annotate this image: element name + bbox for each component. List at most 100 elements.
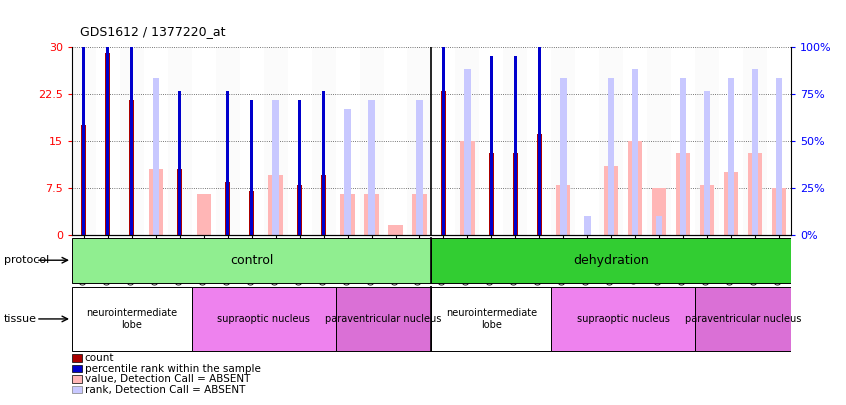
Bar <box>192 287 336 351</box>
Text: GDS1612 / 1377220_at: GDS1612 / 1377220_at <box>80 26 226 38</box>
Bar <box>604 166 618 235</box>
Bar <box>652 188 667 235</box>
Bar <box>455 47 480 235</box>
Bar <box>700 185 714 235</box>
Bar <box>416 100 423 235</box>
Bar <box>239 47 264 235</box>
Bar <box>226 91 229 235</box>
Bar <box>225 181 230 235</box>
Bar <box>297 185 302 235</box>
Bar <box>129 100 135 235</box>
Bar <box>72 238 431 283</box>
Bar <box>431 47 455 235</box>
Bar <box>490 56 493 235</box>
Bar <box>365 194 379 235</box>
Text: supraoptic nucleus: supraoptic nucleus <box>217 314 310 324</box>
Bar <box>192 47 216 235</box>
Bar <box>72 287 192 351</box>
Bar <box>179 91 181 235</box>
Bar <box>388 226 403 235</box>
Bar <box>599 47 624 235</box>
Bar <box>772 188 786 235</box>
Bar <box>680 78 686 235</box>
Bar <box>340 194 354 235</box>
Bar <box>72 47 96 235</box>
Text: neurointermediate
lobe: neurointermediate lobe <box>86 308 178 330</box>
Bar <box>480 47 503 235</box>
Bar <box>728 78 734 235</box>
Bar <box>149 169 163 235</box>
Bar <box>537 134 541 235</box>
Bar <box>575 47 599 235</box>
Bar <box>464 68 470 235</box>
Bar <box>552 287 695 351</box>
Bar <box>767 47 791 235</box>
Bar <box>81 125 86 235</box>
Bar <box>106 53 110 235</box>
Bar <box>107 0 109 235</box>
Bar <box>527 47 552 235</box>
Text: supraoptic nucleus: supraoptic nucleus <box>577 314 670 324</box>
Bar <box>268 175 283 235</box>
Bar <box>298 100 301 235</box>
Bar <box>442 0 445 235</box>
Bar <box>250 100 253 235</box>
Text: rank, Detection Call = ABSENT: rank, Detection Call = ABSENT <box>85 385 245 394</box>
Text: tissue: tissue <box>4 314 37 324</box>
Text: paraventricular nucleus: paraventricular nucleus <box>326 314 442 324</box>
Bar <box>368 100 375 235</box>
Bar <box>288 47 311 235</box>
Bar <box>336 47 360 235</box>
Bar <box>120 47 144 235</box>
Bar <box>538 37 541 235</box>
Bar <box>624 47 647 235</box>
Bar <box>144 47 168 235</box>
Bar <box>408 47 431 235</box>
Bar <box>272 100 279 235</box>
Bar <box>196 194 211 235</box>
Text: percentile rank within the sample: percentile rank within the sample <box>85 364 261 373</box>
Bar <box>321 175 326 235</box>
Bar <box>344 109 351 235</box>
Bar <box>311 47 336 235</box>
Bar <box>724 172 739 235</box>
Bar <box>82 47 85 235</box>
Bar <box>671 47 695 235</box>
Bar <box>556 185 570 235</box>
Bar <box>360 47 383 235</box>
Bar <box>647 47 671 235</box>
Bar <box>412 194 426 235</box>
Bar <box>560 78 567 235</box>
Bar <box>748 153 762 235</box>
Bar <box>656 216 662 235</box>
Bar <box>584 216 591 235</box>
Bar <box>441 91 446 235</box>
Bar <box>743 47 767 235</box>
Bar <box>130 15 134 235</box>
Bar <box>552 47 575 235</box>
Bar <box>431 287 552 351</box>
Text: count: count <box>85 353 114 363</box>
Bar <box>608 78 614 235</box>
Bar <box>503 47 527 235</box>
Bar <box>776 78 783 235</box>
Text: control: control <box>230 254 273 267</box>
Bar <box>628 141 642 235</box>
Bar <box>514 56 517 235</box>
Bar <box>695 47 719 235</box>
Bar <box>96 47 120 235</box>
Bar <box>632 68 639 235</box>
Bar <box>431 238 791 283</box>
Bar <box>336 287 431 351</box>
Bar <box>383 47 408 235</box>
Bar <box>752 68 758 235</box>
Bar <box>676 153 690 235</box>
Bar <box>264 47 288 235</box>
Bar <box>719 47 743 235</box>
Text: value, Detection Call = ABSENT: value, Detection Call = ABSENT <box>85 374 250 384</box>
Bar <box>152 78 159 235</box>
Bar <box>322 91 325 235</box>
Text: dehydration: dehydration <box>574 254 649 267</box>
Bar <box>250 191 254 235</box>
Bar <box>460 141 475 235</box>
